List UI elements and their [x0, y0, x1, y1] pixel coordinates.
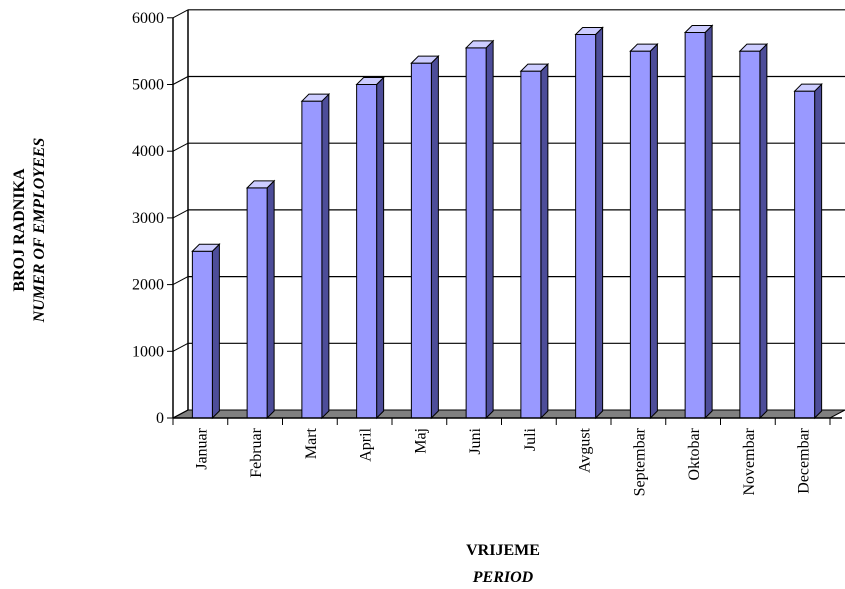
x-tick-label: Februar — [248, 427, 265, 477]
bar — [300, 92, 331, 420]
bar — [191, 243, 221, 420]
bar-side — [376, 76, 385, 420]
bar — [793, 82, 823, 420]
bar-side — [814, 82, 823, 420]
y-axis-subtitle: NUMER OF EMPLOYEES — [31, 138, 48, 324]
bar-front — [739, 50, 761, 419]
bar — [355, 76, 385, 420]
bar-side — [321, 92, 330, 420]
x-tick-label: Mart — [303, 427, 320, 459]
bar-top — [793, 83, 823, 92]
axis-labels: 0 1000 2000 3000 4000 5000 6000 Januar Februar Ma… — [132, 10, 813, 497]
bar-side — [759, 42, 768, 420]
side-wall-tick — [172, 209, 189, 219]
x-tick-label: Januar — [193, 427, 210, 469]
bar-top — [683, 24, 714, 33]
bar-front — [301, 100, 323, 419]
x-tick-label: Juli — [522, 427, 539, 451]
side-wall-tick — [172, 276, 189, 286]
bar-front — [356, 84, 378, 419]
bar-side — [211, 243, 220, 420]
bar — [629, 42, 659, 420]
bar-front — [520, 70, 542, 419]
bar — [683, 24, 714, 420]
bar-side — [595, 26, 604, 420]
bar-front — [191, 250, 213, 419]
side-wall-tick — [172, 142, 189, 152]
x-tick-label: Decembar — [796, 427, 813, 493]
bar-front — [684, 31, 706, 419]
bar-top — [355, 77, 385, 85]
bar-top — [245, 180, 276, 189]
bar-front — [410, 62, 432, 419]
bar-top — [191, 243, 221, 252]
bar — [574, 26, 604, 420]
bar-front — [465, 47, 487, 419]
y-tick-label: 4000 — [132, 143, 164, 160]
bar — [245, 179, 276, 420]
y-tick-label: 1000 — [132, 343, 164, 360]
y-tick-label: 5000 — [132, 77, 164, 94]
bar-top — [629, 43, 659, 52]
bar-series — [191, 24, 823, 420]
bar-side — [540, 62, 549, 420]
y-tick-label: 6000 — [132, 10, 164, 27]
bar-front — [246, 187, 268, 419]
bar-top — [300, 93, 331, 102]
bar-side — [485, 39, 494, 420]
x-tick-label: Novembar — [741, 427, 758, 495]
bar-top — [519, 63, 550, 72]
bar-top — [738, 43, 769, 52]
bar-front — [794, 90, 816, 419]
side-wall-tick — [172, 342, 189, 352]
bar — [464, 39, 495, 420]
bar-top — [574, 26, 604, 35]
bar-front — [575, 33, 597, 419]
x-axis-title: VRIJEME — [466, 542, 540, 559]
y-tick-label: 2000 — [132, 277, 164, 294]
y-tick-label: 3000 — [132, 210, 164, 227]
bar-side — [266, 179, 275, 420]
x-tick-label: Septembar — [631, 427, 648, 496]
bar-top — [464, 40, 495, 49]
bar-side — [704, 24, 713, 420]
bar — [738, 42, 769, 420]
bar — [410, 54, 440, 420]
side-wall-tick — [172, 76, 189, 85]
axes — [167, 17, 842, 425]
x-tick-label: Maj — [412, 428, 429, 454]
x-tick-label: April — [358, 427, 375, 461]
bar-top — [410, 55, 440, 64]
bar-front — [629, 50, 651, 419]
side-wall-tick — [172, 9, 189, 19]
bar — [519, 62, 550, 420]
y-tick-label: 0 — [156, 410, 164, 427]
side-wall-tick — [172, 409, 189, 419]
y-axis-title: BROJ RADNIKA — [11, 168, 28, 292]
x-tick-label: Oktobar — [686, 427, 703, 480]
bar-side — [430, 54, 439, 420]
bar-side — [649, 42, 658, 420]
x-axis-subtitle: PERIOD — [472, 569, 534, 586]
x-tick-label: Avgust — [577, 427, 594, 473]
x-tick-label: Juni — [467, 427, 484, 454]
